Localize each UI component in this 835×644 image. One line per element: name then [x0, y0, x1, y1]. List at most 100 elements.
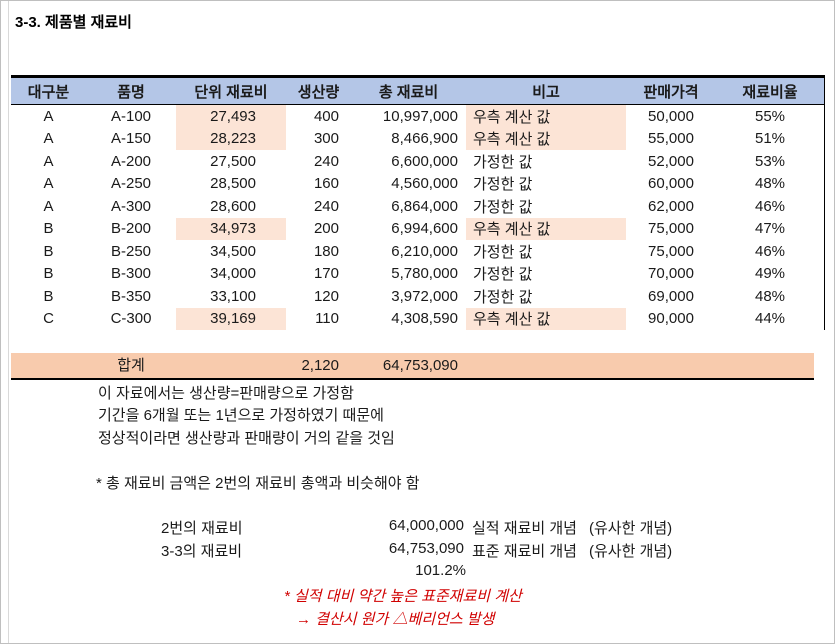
- header-category: 대구분: [27, 83, 70, 101]
- cell-unit-cost: 39,169: [176, 307, 286, 330]
- header-quantity: 생산량: [297, 83, 340, 101]
- cell-total-cost: 4,308,590: [391, 310, 458, 328]
- cell-product: A-300: [110, 197, 152, 215]
- cell-product: B-250: [110, 242, 152, 260]
- cell-ratio: 46%: [754, 242, 786, 260]
- cell-unit-cost: 34,500: [210, 242, 256, 260]
- page-margin-line: [8, 1, 9, 643]
- comparison-value-2: 64,753,090: [388, 540, 464, 557]
- cell-price: 69,000: [648, 287, 694, 305]
- header-total-cost: 총 재료비: [378, 83, 439, 101]
- cell-note: 가정한 값: [473, 288, 533, 306]
- cell-ratio: 48%: [754, 175, 786, 193]
- cell-ratio: 51%: [754, 130, 786, 148]
- cell-note: 가정한 값: [473, 198, 533, 216]
- cell-note: 우측 계산 값: [466, 217, 626, 240]
- cell-price: 50,000: [648, 107, 694, 125]
- cell-note: 가정한 값: [473, 176, 533, 194]
- note-star: * 총 재료비 금액은 2번의 재료비 총액과 비슷해야 함: [96, 475, 420, 492]
- table-row: B B-200 34,973 200 6,994,600 우측 계산 값 75,…: [11, 217, 824, 240]
- cell-price: 52,000: [648, 152, 694, 170]
- cell-price: 62,000: [648, 197, 694, 215]
- cell-product: C-300: [110, 310, 152, 328]
- cell-total-cost: 3,972,000: [391, 287, 458, 305]
- comparison-label-2: 3-3의 재료비: [161, 543, 243, 560]
- cell-product: B-300: [110, 265, 152, 283]
- total-label: 합계: [117, 357, 145, 374]
- total-material-cost: 64,753,090: [382, 357, 458, 374]
- cell-total-cost: 6,864,000: [391, 197, 458, 215]
- cell-unit-cost: 27,500: [210, 152, 256, 170]
- cell-unit-cost: 34,973: [176, 217, 286, 240]
- table-row: B B-350 33,100 120 3,972,000 가정한 값 69,00…: [11, 285, 824, 308]
- cell-product: A-250: [110, 175, 152, 193]
- cell-category: B: [43, 242, 54, 260]
- comparison-paren-1: (유사한 개념): [589, 520, 673, 537]
- comparison-label-1: 2번의 재료비: [161, 520, 243, 537]
- cell-unit-cost: 28,223: [176, 127, 286, 150]
- cell-unit-cost: 33,100: [210, 287, 256, 305]
- cell-total-cost: 5,780,000: [391, 265, 458, 283]
- cell-quantity: 300: [313, 130, 339, 148]
- comparison-percent: 101.2%: [415, 562, 466, 579]
- table-row: C C-300 39,169 110 4,308,590 우측 계산 값 90,…: [11, 307, 824, 330]
- cell-quantity: 110: [315, 310, 339, 328]
- table-row: A A-250 28,500 160 4,560,000 가정한 값 60,00…: [11, 173, 824, 196]
- cell-price: 60,000: [648, 175, 694, 193]
- cell-ratio: 46%: [754, 197, 786, 215]
- cell-total-cost: 4,560,000: [391, 175, 458, 193]
- cell-product: A-150: [110, 130, 152, 148]
- cell-ratio: 49%: [754, 265, 786, 283]
- cell-quantity: 200: [313, 220, 339, 238]
- table-row: A A-300 28,600 240 6,864,000 가정한 값 62,00…: [11, 195, 824, 218]
- cell-unit-cost: 28,600: [210, 197, 256, 215]
- note-line-2: 기간을 6개월 또는 1년으로 가정하였기 때문에: [98, 407, 384, 424]
- note-line-3: 정상적이라면 생산량과 판매량이 거의 같을 것임: [98, 430, 395, 447]
- cell-total-cost: 6,600,000: [391, 152, 458, 170]
- cell-unit-cost: 28,500: [210, 175, 256, 193]
- cell-unit-cost: 27,493: [176, 105, 286, 128]
- cell-note: 가정한 값: [473, 266, 533, 284]
- cell-unit-cost: 34,000: [210, 265, 256, 283]
- cell-total-cost: 6,210,000: [391, 242, 458, 260]
- cell-ratio: 47%: [754, 220, 786, 238]
- cell-price: 70,000: [648, 265, 694, 283]
- cell-quantity: 240: [313, 152, 339, 170]
- cell-category: C: [43, 310, 54, 328]
- cell-quantity: 240: [313, 197, 339, 215]
- cell-total-cost: 8,466,900: [391, 130, 458, 148]
- cell-category: A: [43, 197, 54, 215]
- note-line-1: 이 자료에서는 생산량=판매량으로 가정함: [98, 385, 354, 402]
- comparison-paren-2: (유사한 개념): [589, 543, 673, 560]
- header-product: 품명: [117, 83, 145, 101]
- table-total-row: 합계 2,120 64,753,090: [11, 353, 814, 380]
- cell-total-cost: 6,994,600: [391, 220, 458, 238]
- comparison-desc-1: 실적 재료비 개념: [472, 520, 577, 537]
- cell-ratio: 55%: [754, 107, 786, 125]
- comparison-value-1: 64,000,000: [388, 517, 464, 534]
- cell-product: A-200: [110, 152, 152, 170]
- cell-ratio: 53%: [754, 152, 786, 170]
- cell-quantity: 160: [313, 175, 339, 193]
- table-row: A A-200 27,500 240 6,600,000 가정한 값 52,00…: [11, 150, 824, 173]
- cell-category: B: [43, 287, 54, 305]
- cell-note: 가정한 값: [473, 153, 533, 171]
- red-note-line-1: * 실적 대비 약간 높은 표준재료비 계산: [284, 588, 522, 605]
- cell-quantity: 170: [313, 265, 339, 283]
- cell-product: B-200: [110, 220, 152, 238]
- red-note-line-2: → 결산시 원가 △베리언스 발생: [296, 611, 495, 628]
- table-header-row: 대구분 품명 단위 재료비 생산량 총 재료비 비고 판매가격 재료비율: [11, 78, 824, 105]
- cell-ratio: 48%: [754, 287, 786, 305]
- header-price: 판매가격: [643, 83, 699, 101]
- cell-category: A: [43, 107, 54, 125]
- cell-note: 우측 계산 값: [466, 127, 626, 150]
- table-row: A A-150 28,223 300 8,466,900 우측 계산 값 55,…: [11, 127, 824, 150]
- cell-ratio: 44%: [754, 310, 786, 328]
- cell-quantity: 180: [313, 242, 339, 260]
- cell-price: 75,000: [648, 220, 694, 238]
- cell-category: B: [43, 265, 54, 283]
- table-row: B B-250 34,500 180 6,210,000 가정한 값 75,00…: [11, 240, 824, 263]
- cell-price: 75,000: [648, 242, 694, 260]
- table-row: A A-100 27,493 400 10,997,000 우측 계산 값 50…: [11, 105, 824, 128]
